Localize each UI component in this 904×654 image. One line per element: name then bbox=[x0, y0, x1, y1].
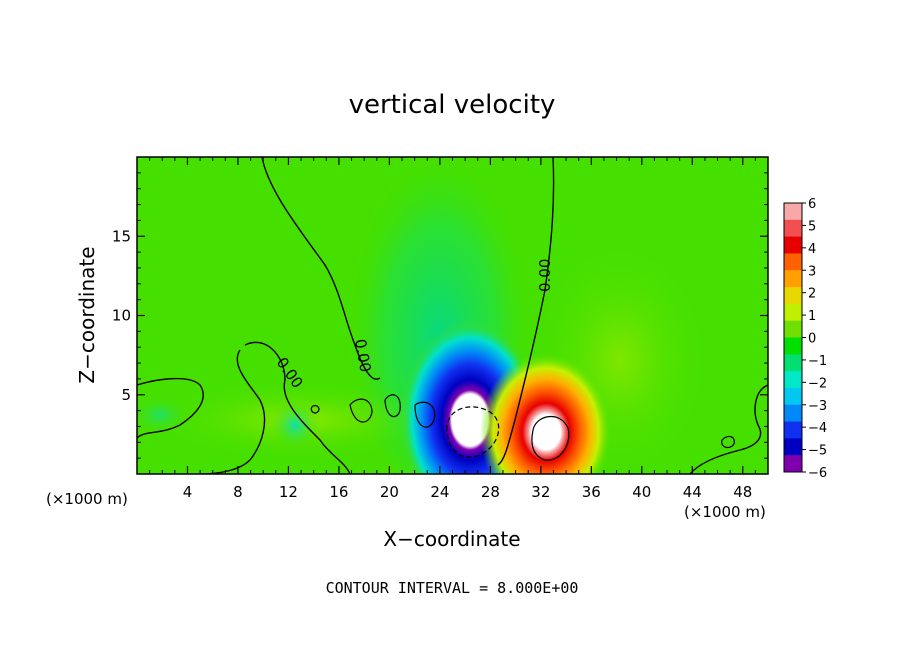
y-unit-label: (×1000 m) bbox=[46, 490, 128, 508]
colorbar-segment bbox=[784, 270, 802, 288]
colorbar-segment bbox=[784, 320, 802, 338]
colorbar-segment bbox=[784, 371, 802, 389]
x-axis-label: X−coordinate bbox=[383, 527, 520, 551]
contour-label: 0.00 bbox=[536, 259, 554, 292]
field-weak-downdraft bbox=[270, 400, 320, 450]
contour-up-inner bbox=[531, 416, 570, 461]
contour-interval-note: CONTOUR INTERVAL = 8.000E+00 bbox=[326, 579, 579, 597]
contour-right-small bbox=[721, 435, 735, 449]
contour-small-4 bbox=[310, 405, 320, 414]
contour-loop-2 bbox=[244, 341, 351, 474]
field-weak-downdraft-2 bbox=[137, 395, 190, 435]
colorbar-tick-label: −1 bbox=[808, 354, 827, 369]
colorbar-tick-label: −6 bbox=[808, 466, 827, 481]
contour-small-1 bbox=[349, 398, 373, 423]
y-axis: 5 10 15 bbox=[112, 172, 768, 459]
colorbar-segment bbox=[784, 337, 802, 355]
x-tick-label: 8 bbox=[233, 483, 243, 501]
contour-zero-mid bbox=[497, 157, 555, 466]
colorbar: 6 5 4 3 2 1 0 −1 −2 −3 −4 −5 −6 bbox=[783, 197, 827, 481]
colorbar-segment bbox=[784, 421, 802, 439]
colorbar-tick-label: 4 bbox=[808, 242, 816, 257]
colorbar-tick-label: −3 bbox=[808, 399, 827, 414]
x-tick-label: 36 bbox=[582, 483, 601, 501]
x-tick-label: 24 bbox=[430, 483, 449, 501]
colorbar-tick-label: 3 bbox=[808, 264, 816, 279]
y-tick-label: 10 bbox=[112, 307, 131, 325]
colorbar-segment bbox=[784, 203, 802, 221]
chart-title: vertical velocity bbox=[349, 90, 556, 120]
colorbar-segment bbox=[784, 287, 802, 305]
contour-loop-3 bbox=[199, 349, 266, 474]
x-tick-label: 32 bbox=[531, 483, 550, 501]
colorbar-tick-label: 6 bbox=[808, 197, 816, 212]
colorbar-tick-label: 1 bbox=[808, 309, 816, 324]
colorbar-tick-label: 5 bbox=[808, 219, 816, 234]
contour-small-2 bbox=[384, 394, 401, 418]
colorbar-tick-label: −2 bbox=[808, 376, 827, 391]
x-tick-label: 20 bbox=[380, 483, 399, 501]
x-tick-label: 44 bbox=[683, 483, 702, 501]
contour-zero-left bbox=[261, 157, 381, 380]
x-unit-label: (×1000 m) bbox=[684, 503, 766, 521]
x-tick-label: 16 bbox=[329, 483, 348, 501]
y-tick-label: 15 bbox=[112, 227, 131, 245]
colorbar-segment bbox=[784, 455, 802, 473]
colorbar-tick-label: 0 bbox=[808, 332, 816, 347]
colorbar-tick-label: −4 bbox=[808, 421, 827, 436]
contour-small-3 bbox=[414, 401, 436, 428]
y-axis-label: Z−coordinate bbox=[75, 246, 99, 383]
x-tick-label: 48 bbox=[733, 483, 752, 501]
contour-down-inner bbox=[446, 406, 500, 458]
colorbar-segment bbox=[784, 387, 802, 406]
colorbar-tick-label: −5 bbox=[808, 444, 827, 459]
contour-left-loop bbox=[137, 377, 204, 439]
colorbar-segment bbox=[784, 236, 802, 254]
x-tick-label: 28 bbox=[481, 483, 500, 501]
plot-area: 0.00 0.00 0.00 bbox=[137, 157, 768, 474]
x-tick-label: 12 bbox=[279, 483, 298, 501]
colorbar-tick-label: 2 bbox=[808, 287, 816, 302]
colorbar-segment bbox=[784, 404, 802, 423]
x-axis: 4 8 12 16 20 24 28 32 36 40 44 48 bbox=[149, 157, 756, 501]
contour-right-edge bbox=[689, 384, 768, 474]
x-tick-label: 40 bbox=[632, 483, 651, 501]
y-tick-label: 5 bbox=[121, 386, 131, 404]
colorbar-segment bbox=[784, 219, 802, 238]
contour-label: 0.00 bbox=[351, 338, 375, 374]
colorbar-segment bbox=[784, 303, 802, 322]
colorbar-segment bbox=[784, 253, 802, 271]
colorbar-segment bbox=[784, 438, 802, 456]
x-tick-label: 4 bbox=[183, 483, 193, 501]
colorbar-segment bbox=[784, 354, 802, 372]
updraft-cell bbox=[480, 352, 612, 474]
